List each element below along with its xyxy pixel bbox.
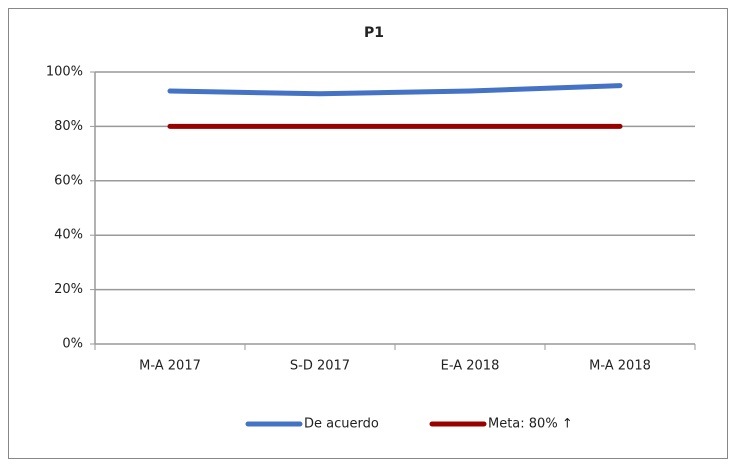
y-tick-label: 20% — [54, 282, 83, 297]
chart-title: P1 — [364, 25, 384, 41]
chart-frame — [8, 8, 728, 459]
legend-label: De acuerdo — [304, 417, 379, 432]
x-tick-label: M-A 2018 — [589, 359, 651, 374]
x-tick-label: E-A 2018 — [441, 359, 500, 374]
y-tick-label: 60% — [54, 173, 83, 188]
legend-label: Meta: 80% ↑ — [488, 417, 573, 432]
x-tick-label: M-A 2017 — [139, 359, 201, 374]
y-tick-label: 80% — [54, 119, 83, 134]
series-line — [167, 83, 623, 97]
y-tick-label: 100% — [46, 65, 83, 80]
y-tick-label: 0% — [62, 337, 83, 352]
y-tick-label: 40% — [54, 228, 83, 243]
x-tick-label: S-D 2017 — [290, 359, 350, 374]
